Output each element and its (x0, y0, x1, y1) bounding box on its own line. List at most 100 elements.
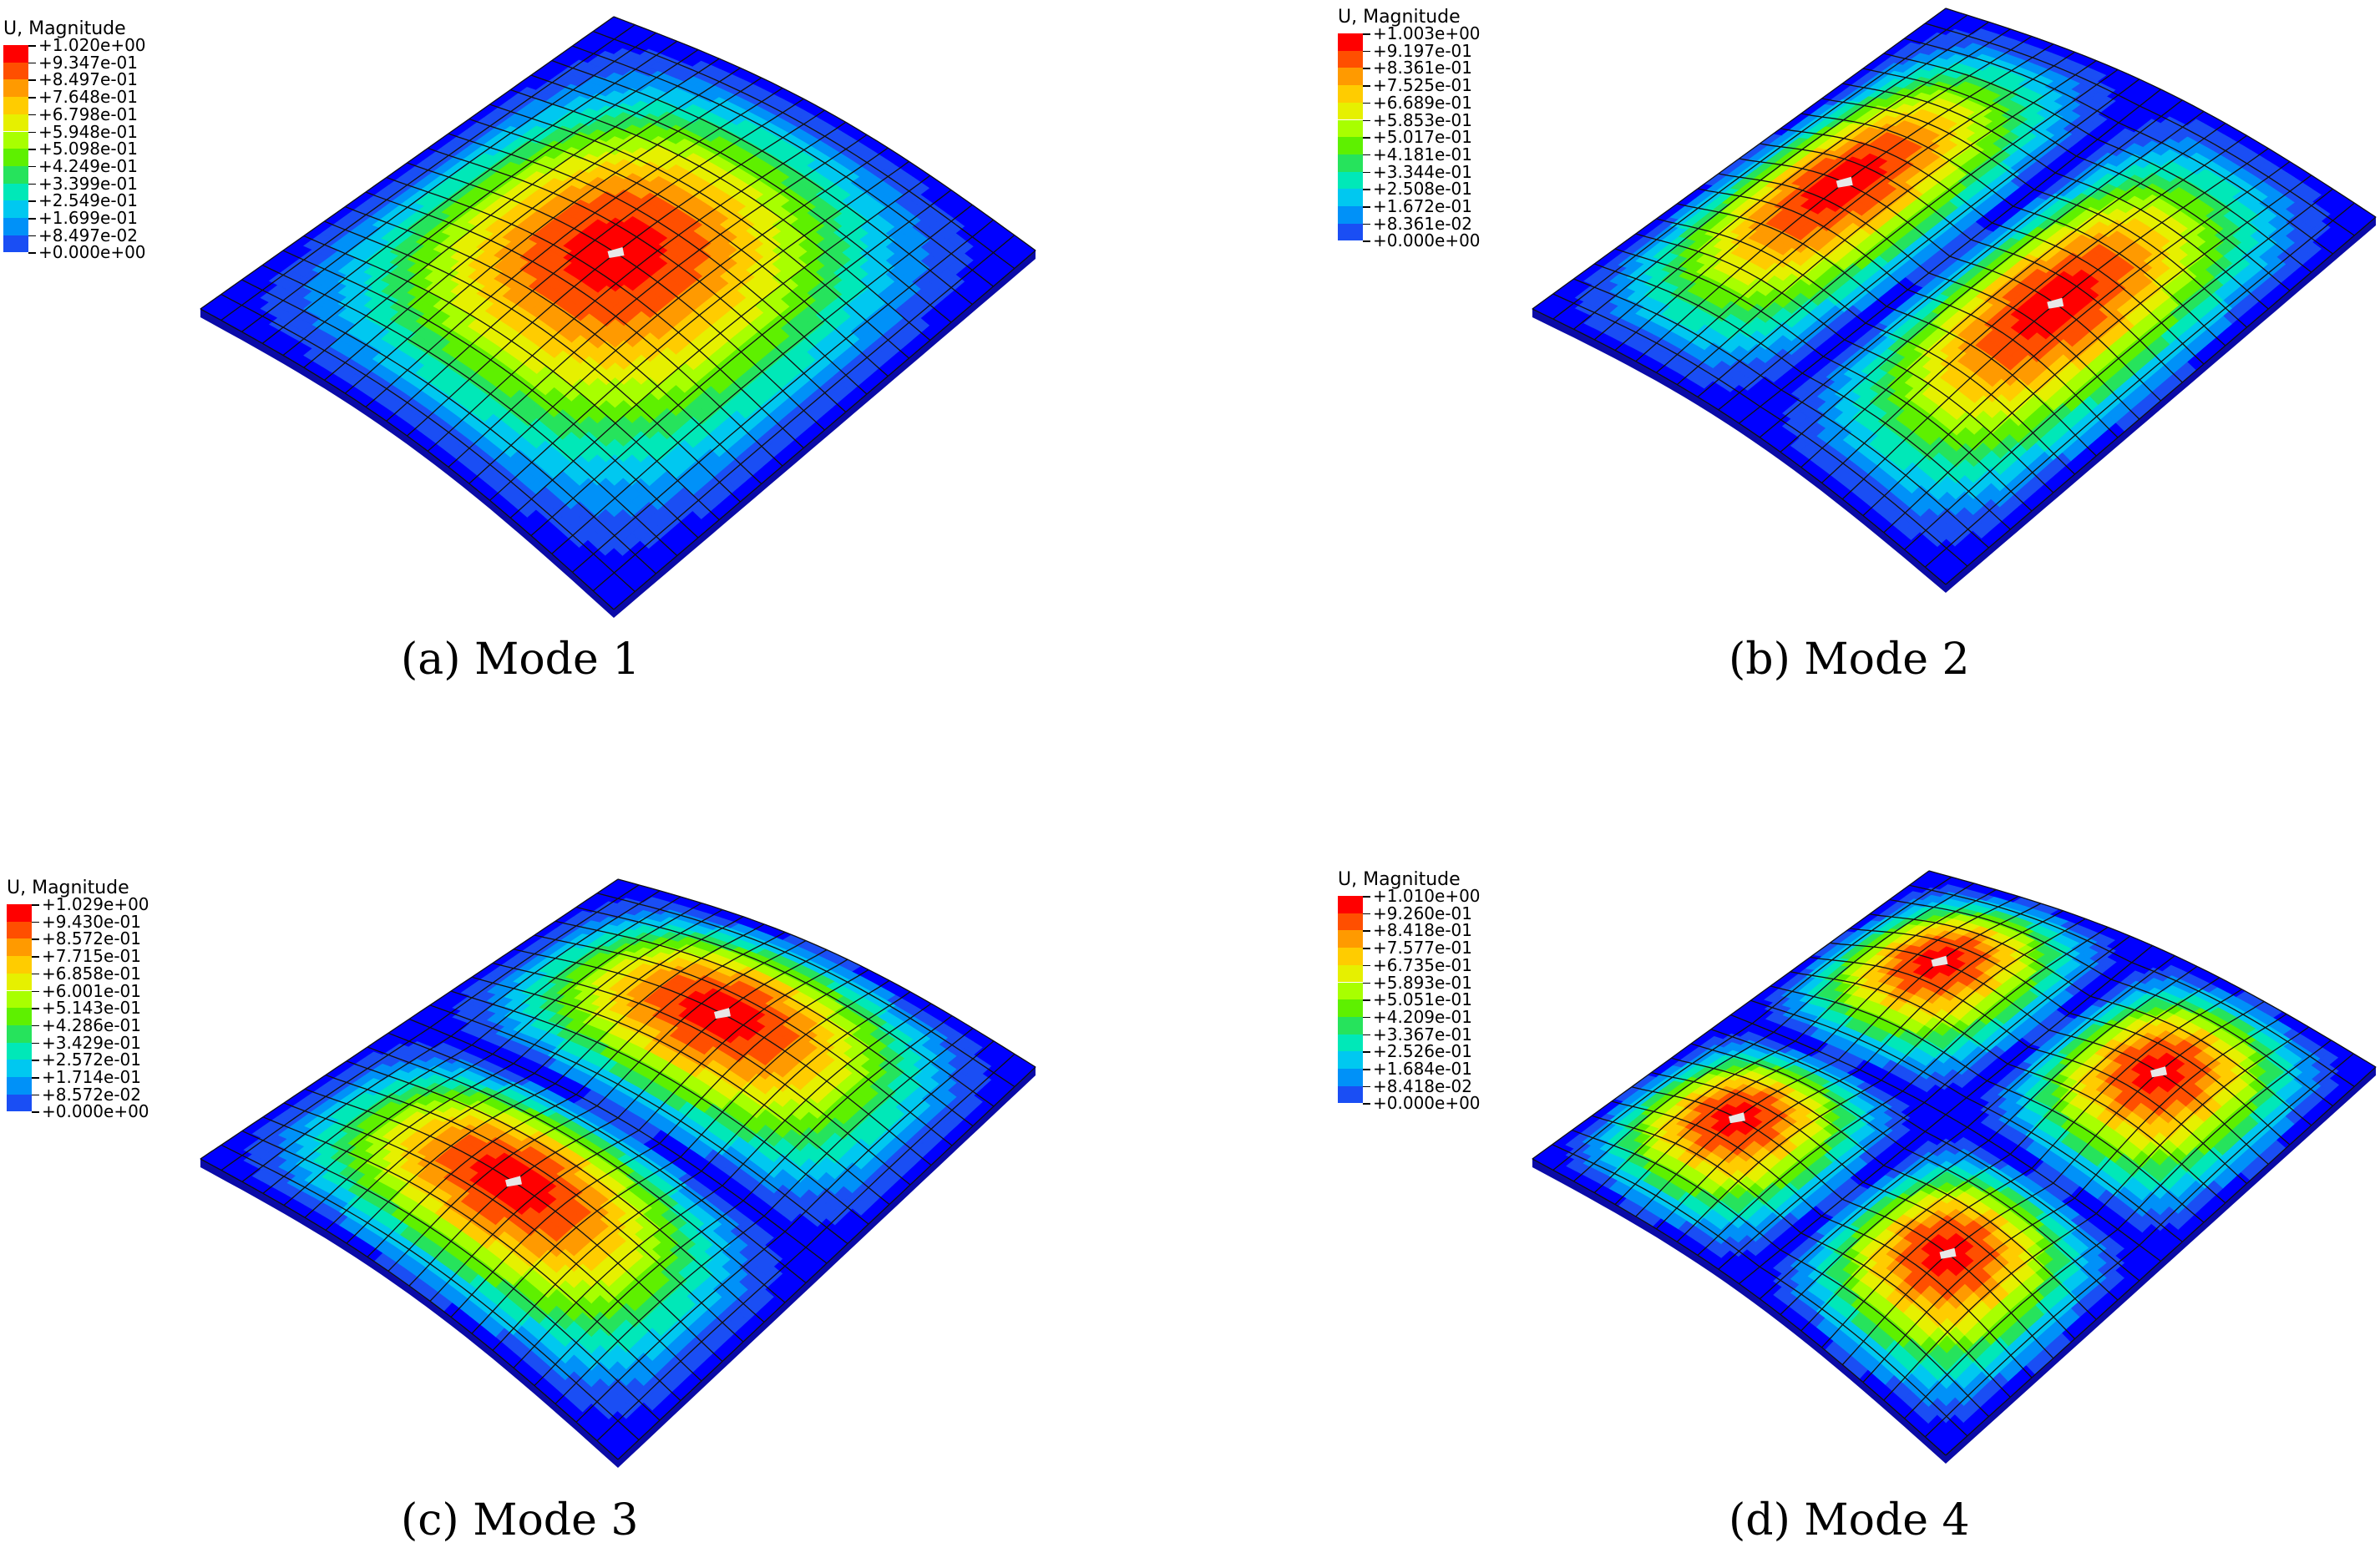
legend-tick (1363, 119, 1370, 121)
mesh-plot-b (1532, 8, 2377, 593)
legend-value: +3.399e-01 (38, 173, 138, 194)
mesh-plot-a (200, 16, 1036, 618)
legend-body: +1.003e+00 +9.197e-01 +8.361e-01 +7.525e-01… (1338, 25, 1481, 250)
mesh-line (1945, 8, 2377, 218)
legend-value: +6.798e-01 (38, 104, 138, 124)
mesh-line (1842, 83, 2269, 310)
legend-tick (28, 45, 36, 47)
legend-value: +5.098e-01 (38, 139, 138, 159)
legend-swatch (3, 183, 28, 201)
legend-title: U, Magnitude (1338, 7, 1461, 28)
mesh-line (551, 59, 973, 306)
mesh-line (1780, 128, 2205, 365)
legend-swatch (3, 114, 28, 132)
legend-swatch (3, 165, 28, 184)
legend-tick (1363, 189, 1370, 190)
mesh-line (1800, 123, 2226, 468)
mesh-line (489, 104, 909, 359)
panel-b: U, Magnitude +1.003e+00 +9.197e-01 +8.361e… (1190, 0, 2380, 779)
mesh-line (592, 235, 1015, 592)
mesh-line (1904, 38, 2333, 255)
legend-value: +2.508e-01 (1373, 179, 1472, 200)
mesh-line (1800, 113, 2226, 347)
mesh-line (1821, 98, 2247, 328)
mesh-plot-c (200, 878, 1036, 1468)
legend-swatch (1338, 154, 1363, 172)
legend-title: U, Magnitude (3, 18, 126, 39)
legend-swatch (1338, 223, 1363, 241)
legend-tick (28, 252, 36, 254)
panel-a: U, Magnitude +1.020e+00 +9.347e-01 +8.497e… (0, 0, 1190, 779)
mesh-line (572, 45, 994, 287)
legend-value: +4.181e-01 (1373, 144, 1472, 164)
legend-value: +1.699e-01 (38, 208, 138, 228)
mesh-line (1760, 143, 2183, 383)
mesh-line (551, 204, 973, 554)
legend-value: +1.020e+00 (38, 35, 146, 55)
mesh-line (530, 189, 952, 536)
legend-tick (1363, 240, 1370, 242)
peak-marker (607, 247, 625, 258)
legend-tick (1363, 102, 1370, 104)
mesh-line (1759, 99, 2183, 438)
legend-swatch (1338, 119, 1363, 138)
mesh-line (468, 118, 889, 377)
peak-marker (1836, 176, 1853, 188)
mesh-line (427, 121, 847, 452)
legend-swatch (1338, 50, 1363, 68)
legend-swatch (3, 200, 28, 218)
mesh-line (1739, 89, 2161, 424)
legend-tick (1363, 50, 1370, 53)
legend-tick (28, 200, 36, 202)
legend-value: +5.017e-01 (1373, 127, 1472, 148)
legend-swatch (1338, 85, 1363, 103)
legend-value: +5.948e-01 (38, 121, 138, 142)
legend-value: +3.344e-01 (1373, 161, 1472, 182)
legend-swatch (1338, 171, 1363, 190)
mesh-line (448, 134, 868, 468)
legend-swatch (1338, 206, 1363, 224)
mesh-line (468, 147, 889, 484)
legend-swatch (1338, 68, 1363, 86)
peak-marker (2047, 297, 2064, 309)
legend-value: +6.689e-01 (1373, 92, 1472, 113)
legend-tick (28, 97, 36, 99)
legend-value: +8.497e-01 (38, 69, 138, 90)
legend-tick (1363, 68, 1370, 69)
caption-a: (a) Mode 1 (401, 635, 641, 685)
legend-tick (28, 218, 36, 220)
legend-swatch (3, 235, 28, 253)
contour-fill (1532, 8, 2377, 593)
legend-swatch (1338, 102, 1363, 120)
legend-value: +0.000e+00 (38, 242, 146, 263)
legend-value: +1.672e-01 (1373, 196, 1472, 216)
mesh-line (613, 16, 1036, 251)
legend-value: +7.525e-01 (1373, 75, 1472, 96)
plate-edge (1532, 217, 2376, 593)
mesh-line (510, 89, 931, 341)
legend-value: +9.347e-01 (38, 52, 138, 73)
mesh-line (509, 175, 931, 518)
legend-value: +2.549e-01 (38, 190, 138, 211)
legend-a: U, Magnitude +1.020e+00 +9.347e-01 +8.497e… (3, 18, 146, 262)
legend-tick (28, 183, 36, 185)
mesh-line (593, 30, 1015, 270)
legend-value: +0.000e+00 (1373, 230, 1481, 251)
legend-tick (1363, 223, 1370, 225)
mesh-line (613, 250, 1036, 610)
mesh-line (1862, 160, 2291, 516)
mesh-line (1821, 134, 2247, 483)
legend-tick (1363, 137, 1370, 139)
panel-c: U, Magnitude +1.029e+00 +9.430e-01 +8.572e… (0, 779, 1190, 1558)
mesh-line (1780, 110, 2205, 453)
legend-swatch (3, 149, 28, 166)
legend-tick (28, 149, 36, 150)
mesh-line (1924, 202, 2355, 568)
mesh-line (448, 133, 868, 395)
legend-tick (28, 114, 36, 116)
mesh-line (572, 219, 994, 573)
legend-tick (1363, 85, 1370, 87)
mesh-line (1883, 53, 2312, 273)
legend-value: +7.648e-01 (38, 87, 138, 108)
legend-value: +8.361e-02 (1373, 213, 1472, 234)
